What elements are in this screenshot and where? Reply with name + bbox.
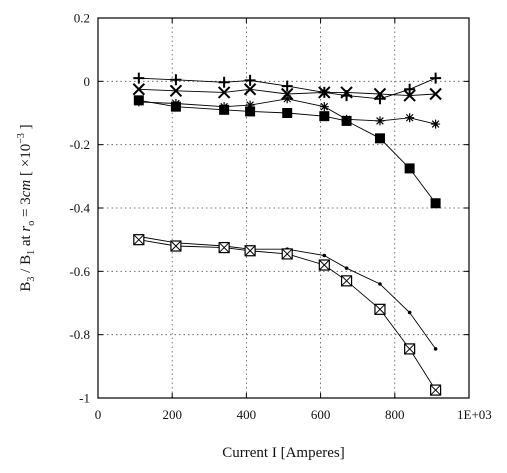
y-tick-label: -0.2 xyxy=(69,137,90,152)
x-tick-label: 800 xyxy=(385,407,405,422)
x-marker xyxy=(403,89,416,102)
data-markers xyxy=(132,72,442,396)
x-marker xyxy=(169,84,183,98)
x-marker xyxy=(340,86,353,99)
filled-square-marker xyxy=(341,115,352,126)
ylabel-exp: −3 xyxy=(16,133,27,144)
asterisk-marker xyxy=(405,113,415,123)
ylabel-b1-sub: 1 xyxy=(26,250,37,255)
plus-marker xyxy=(244,74,256,86)
x-tick-label: 200 xyxy=(162,407,182,422)
plus-marker xyxy=(133,72,145,84)
dot-marker xyxy=(378,282,382,286)
x-marker xyxy=(132,83,146,96)
filled-square-marker xyxy=(170,101,181,112)
boxed-x-marker xyxy=(340,275,353,287)
filled-square-marker xyxy=(282,108,293,118)
x-marker xyxy=(281,87,294,101)
ylabel-bracket-close: ] xyxy=(18,124,34,133)
series-lines xyxy=(138,77,436,391)
x-marker xyxy=(318,86,331,99)
dot-marker xyxy=(344,266,349,270)
series-line-asterisk xyxy=(138,98,436,125)
y-tick-label: 0 xyxy=(84,74,91,89)
ylabel-b1: B xyxy=(18,255,34,265)
ylabel-b3-sub: 3 xyxy=(26,277,37,282)
filled-square-marker xyxy=(430,198,441,209)
series-line-boxed-x xyxy=(138,239,436,391)
filled-square-marker xyxy=(245,106,256,117)
asterisk-marker xyxy=(375,116,385,126)
ylabel-r-sub: o xyxy=(26,221,37,226)
series-line-x xyxy=(138,88,436,97)
boxed-x-marker xyxy=(133,234,145,246)
plus-marker xyxy=(218,76,230,88)
asterisk-marker xyxy=(245,100,255,110)
filled-square-marker xyxy=(133,95,144,106)
boxed-x-marker xyxy=(170,240,182,252)
asterisk-marker xyxy=(319,102,329,112)
y-tick-label: -0.4 xyxy=(69,201,90,216)
series-line-filled-square xyxy=(138,99,436,204)
boxed-x-marker xyxy=(430,384,442,396)
filled-square-marker xyxy=(319,111,330,122)
dot-marker xyxy=(433,347,438,351)
x-tick-label: 0 xyxy=(95,407,102,422)
series-line-dot xyxy=(138,236,436,350)
filled-square-marker xyxy=(219,104,230,115)
series-line-plus xyxy=(138,77,436,100)
ylabel-at: at xyxy=(18,232,34,250)
x-marker xyxy=(429,87,442,101)
ylabel-bracket-open: [ ×10 xyxy=(18,144,34,180)
x-marker xyxy=(373,87,387,101)
boxed-x-marker xyxy=(244,245,256,257)
y-tick-label: -0.6 xyxy=(69,264,90,279)
plus-marker xyxy=(170,74,182,86)
ylabel-cm: cm xyxy=(18,180,34,198)
ylabel-slash: / xyxy=(18,265,34,277)
y-tick-label: -0.8 xyxy=(69,327,90,342)
asterisk-marker xyxy=(282,94,292,104)
axis-ticks: 0 200 400 600 800 0.2 0 -0.2 -0.4 -0.6 -0.8 -1 xyxy=(69,11,469,422)
ylabel-b3: B xyxy=(18,282,34,292)
y-tick-label: -1 xyxy=(79,391,90,406)
x-tick-label: 600 xyxy=(311,407,331,422)
ylabel-r: r xyxy=(18,226,34,232)
grid-lines xyxy=(98,18,469,398)
x-marker xyxy=(217,86,231,99)
x-multiplier-label: 1E+03 xyxy=(457,407,492,422)
plus-marker xyxy=(404,83,416,95)
boxed-x-marker xyxy=(374,303,386,315)
filled-square-marker xyxy=(374,133,385,144)
x-tick-label: 400 xyxy=(237,407,257,422)
asterisk-marker xyxy=(431,119,441,129)
y-axis-title: B3 / B1 at ro = 3cm [ ×10−3 ] xyxy=(16,124,37,291)
plus-marker xyxy=(430,72,442,84)
dot-marker xyxy=(407,310,412,315)
ylabel-eq: = 3 xyxy=(18,197,34,220)
y-tick-label: 0.2 xyxy=(74,11,90,26)
plus-marker xyxy=(281,80,293,92)
x-marker xyxy=(243,83,257,96)
x-axis-title: Current I [Amperes] xyxy=(222,445,344,461)
filled-square-marker xyxy=(404,163,415,174)
boxed-x-marker xyxy=(281,248,293,260)
boxed-x-marker xyxy=(318,259,330,271)
boxed-x-marker xyxy=(218,241,230,254)
dot-marker xyxy=(322,253,327,258)
boxed-x-marker xyxy=(404,343,416,355)
